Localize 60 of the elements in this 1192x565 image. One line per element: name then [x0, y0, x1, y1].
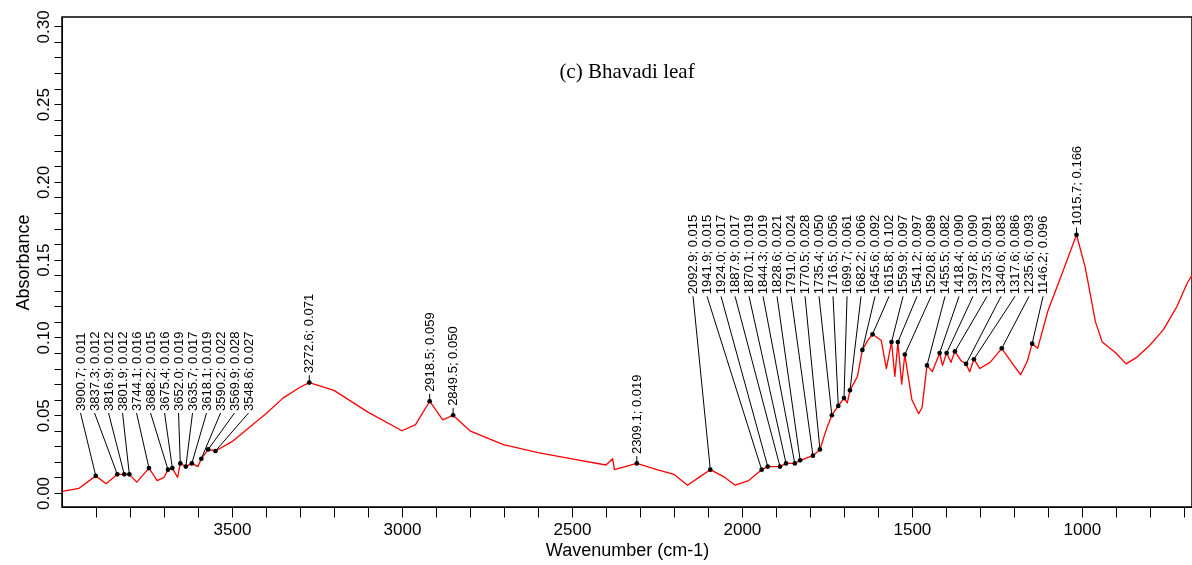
x-tick-label: 3500 — [213, 519, 252, 539]
y-tick-label: 0.30 — [33, 10, 53, 44]
annotation: 3590.2; 0.022 — [212, 331, 228, 411]
annotation: 1615.8; 0.102 — [881, 214, 897, 295]
x-tick-label: 1000 — [1063, 519, 1102, 539]
annotation: 2849.5; 0.050 — [445, 326, 461, 406]
annotation: 1770.5; 0.028 — [797, 214, 813, 295]
y-tick-label: 0.10 — [33, 321, 53, 355]
annotation: 3900.7; 0.011 — [72, 332, 88, 411]
annotation: 3548.6; 0.027 — [240, 331, 256, 411]
x-tick-label: 2500 — [553, 519, 592, 539]
annotation: 3652.0; 0.019 — [170, 331, 186, 411]
annotation: 1541.2; 0.097 — [909, 214, 925, 295]
x-tick-label: 3000 — [383, 519, 422, 539]
annotation: 1418.4; 0.090 — [951, 214, 967, 295]
annotation: 3569.9; 0.028 — [226, 331, 242, 411]
annotation: 3618.1; 0.019 — [198, 331, 214, 411]
annotation: 1455.5; 0.082 — [937, 214, 953, 295]
annotation: 1941.9; 0.015 — [699, 214, 715, 295]
y-axis-title: Absorbance — [12, 214, 33, 311]
y-tick-label: 0.05 — [33, 399, 53, 433]
annotation: 1317.6; 0.086 — [1007, 214, 1023, 295]
annotation: 1870.1; 0.019 — [741, 214, 757, 295]
y-tick-label: 0.20 — [33, 165, 53, 199]
annotation: 3816.9; 0.012 — [100, 331, 116, 411]
x-tick-label: 2000 — [723, 519, 762, 539]
y-tick-label: 0.15 — [33, 243, 53, 277]
annotation: 1340.6; 0.083 — [993, 214, 1009, 295]
annotation: 3635.7; 0.017 — [184, 331, 200, 411]
annotation: 1645.6; 0.092 — [867, 214, 883, 295]
x-tick-label: 1500 — [893, 519, 932, 539]
annotation: 1146.2; 0.096 — [1035, 215, 1051, 295]
y-tick-label: 0.00 — [33, 476, 53, 511]
annotation: 2918.5; 0.059 — [421, 312, 437, 392]
annotation: 2309.1; 0.019 — [628, 374, 644, 455]
annotation: 1716.5; 0.056 — [825, 214, 841, 295]
annotation: 3272.6; 0.071 — [301, 293, 317, 374]
annotation: 3837.3; 0.012 — [86, 331, 102, 411]
annotation: 3744.1; 0.016 — [128, 331, 144, 411]
annotation: 3801.9; 0.012 — [114, 331, 130, 411]
annotation: 3688.2; 0.015 — [142, 331, 158, 411]
y-tick-label: 0.25 — [33, 88, 53, 122]
annotation: 1559.9; 0.097 — [895, 214, 911, 295]
annotation: 1844.3; 0.019 — [755, 214, 771, 295]
annotation: 3675.4; 0.016 — [156, 331, 172, 411]
annotation: 1373.5; 0.091 — [979, 214, 995, 295]
annotation: 1828.6; 0.021 — [769, 214, 785, 295]
annotation: 2092.9; 0.015 — [685, 214, 701, 295]
annotation: 1887.9; 0.017 — [727, 214, 743, 295]
annotation: 1015.7; 0.166 — [1068, 145, 1084, 226]
annotation: 1735.4; 0.050 — [811, 214, 827, 295]
x-axis-title: Wavenumber (cm-1) — [545, 539, 710, 560]
annotation: 1791.0; 0.024 — [783, 214, 799, 295]
annotation: 1397.8; 0.090 — [965, 214, 981, 295]
annotation: 1235.6; 0.093 — [1021, 214, 1037, 295]
annotation: 1699.7; 0.061 — [839, 214, 855, 295]
annotation: 1520.8; 0.089 — [923, 214, 939, 295]
annotation: 1924.0; 0.017 — [713, 214, 729, 295]
annotation: 1682.2; 0.066 — [853, 214, 869, 295]
text: (c) Bhavadi leaf — [559, 58, 695, 83]
